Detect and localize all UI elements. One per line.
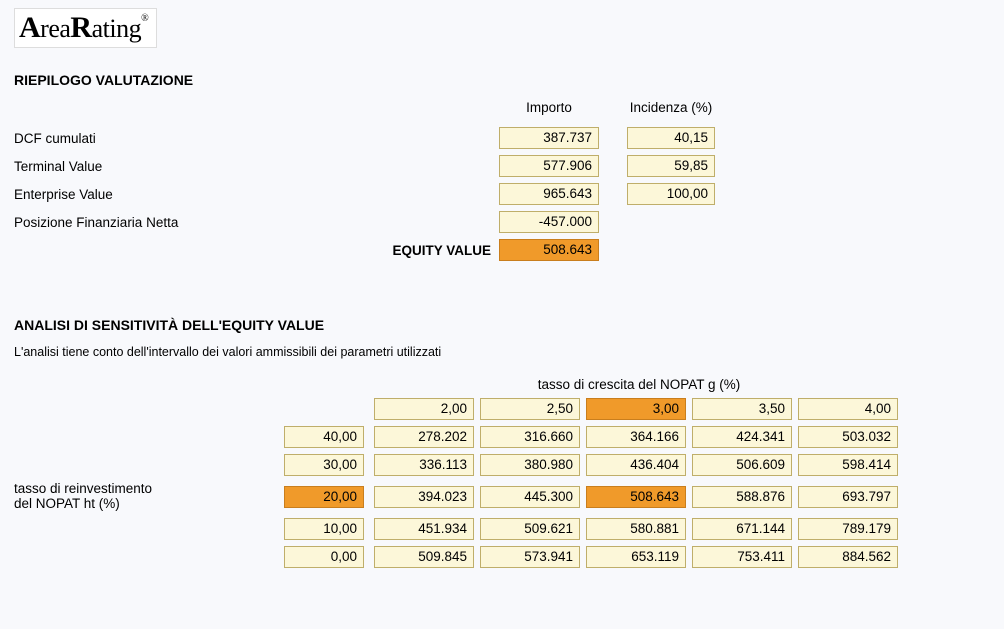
grid-col-hdr: 2,50 bbox=[480, 398, 580, 420]
sensitivity-subtitle: L'analisi tiene conto dell'intervallo de… bbox=[14, 345, 990, 359]
grid-row-hdr: 10,00 bbox=[284, 518, 364, 540]
grid-data-cell: 598.414 bbox=[798, 454, 898, 476]
grid-data-cell: 573.941 bbox=[480, 546, 580, 568]
grid-data-cell: 316.660 bbox=[480, 426, 580, 448]
grid-data-cell: 380.980 bbox=[480, 454, 580, 476]
grid-data-cell: 394.023 bbox=[374, 486, 474, 508]
grid-data-cell: 653.119 bbox=[586, 546, 686, 568]
grid-data-cell: 789.179 bbox=[798, 518, 898, 540]
riepilogo-header-row: Importo Incidenza (%) bbox=[14, 100, 990, 115]
importo-cell: -457.000 bbox=[499, 211, 599, 233]
importo-cell: 965.643 bbox=[499, 183, 599, 205]
row-label: Terminal Value bbox=[14, 159, 284, 174]
equity-row: EQUITY VALUE 508.643 bbox=[14, 239, 990, 261]
equity-value-cell: 508.643 bbox=[499, 239, 599, 261]
grid-data-row: 10,00 451.934 509.621 580.881 671.144 789.179 bbox=[284, 518, 904, 540]
incidenza-cell: 100,00 bbox=[627, 183, 715, 205]
incidenza-cell: 40,15 bbox=[627, 127, 715, 149]
equity-label: EQUITY VALUE bbox=[14, 243, 499, 258]
section-title-riepilogo: RIEPILOGO VALUTAZIONE bbox=[14, 72, 990, 88]
grid-data-row: 40,00 278.202 316.660 364.166 424.341 503.032 bbox=[284, 426, 904, 448]
grid-data-cell: 506.609 bbox=[692, 454, 792, 476]
grid-data-cell: 436.404 bbox=[586, 454, 686, 476]
grid-data-cell: 753.411 bbox=[692, 546, 792, 568]
row-label: DCF cumulati bbox=[14, 131, 284, 146]
hdr-incidenza: Incidenza (%) bbox=[627, 100, 715, 115]
grid-data-row: 30,00 336.113 380.980 436.404 506.609 598.414 bbox=[284, 454, 904, 476]
riepilogo-row: Terminal Value 577.906 59,85 bbox=[14, 155, 990, 177]
grid-data-cell: 588.876 bbox=[692, 486, 792, 508]
grid-data-cell: 364.166 bbox=[586, 426, 686, 448]
sensitivity-grid: tasso di crescita del NOPAT g (%) 2,002,… bbox=[284, 377, 904, 574]
incidenza-cell: 59,85 bbox=[627, 155, 715, 177]
logo: AreaRating® bbox=[14, 8, 157, 48]
grid-data-cell: 580.881 bbox=[586, 518, 686, 540]
riepilogo-row: Enterprise Value 965.643 100,00 bbox=[14, 183, 990, 205]
grid-data-cell: 451.934 bbox=[374, 518, 474, 540]
row-label: Enterprise Value bbox=[14, 187, 284, 202]
grid-data-cell: 509.845 bbox=[374, 546, 474, 568]
grid-col-hdr: 2,00 bbox=[374, 398, 474, 420]
logo-text: AreaRating® bbox=[19, 14, 148, 43]
grid-row-hdr: 20,00 bbox=[284, 486, 364, 508]
grid-data-cell: 509.621 bbox=[480, 518, 580, 540]
grid-data-cell: 508.643 bbox=[586, 486, 686, 508]
grid-data-cell: 278.202 bbox=[374, 426, 474, 448]
grid-col-hdr: 4,00 bbox=[798, 398, 898, 420]
row-axis-label: tasso di reinvestimento del NOPAT ht (%) bbox=[14, 377, 284, 574]
grid-col-hdr: 3,50 bbox=[692, 398, 792, 420]
section-title-sensitivity: ANALISI DI SENSITIVITÀ DELL'EQUITY VALUE bbox=[14, 317, 990, 333]
importo-cell: 577.906 bbox=[499, 155, 599, 177]
grid-row-hdr: 40,00 bbox=[284, 426, 364, 448]
grid-row-hdr: 0,00 bbox=[284, 546, 364, 568]
grid-data-cell: 445.300 bbox=[480, 486, 580, 508]
grid-data-row: 20,00 394.023 445.300 508.643 588.876 693.797 bbox=[284, 486, 904, 508]
grid-data-cell: 336.113 bbox=[374, 454, 474, 476]
grid-data-cell: 693.797 bbox=[798, 486, 898, 508]
grid-data-row: 0,00 509.845 573.941 653.119 753.411 884.562 bbox=[284, 546, 904, 568]
riepilogo-row: Posizione Finanziaria Netta -457.000 bbox=[14, 211, 990, 233]
grid-col-hdr: 3,00 bbox=[586, 398, 686, 420]
grid-row-hdr: 30,00 bbox=[284, 454, 364, 476]
grid-data-cell: 884.562 bbox=[798, 546, 898, 568]
col-axis-label: tasso di crescita del NOPAT g (%) bbox=[374, 377, 904, 392]
grid-data-cell: 671.144 bbox=[692, 518, 792, 540]
grid-data-cell: 424.341 bbox=[692, 426, 792, 448]
row-label: Posizione Finanziaria Netta bbox=[14, 215, 284, 230]
riepilogo-row: DCF cumulati 387.737 40,15 bbox=[14, 127, 990, 149]
importo-cell: 387.737 bbox=[499, 127, 599, 149]
grid-header-row: 2,00 2,50 3,00 3,50 4,00 bbox=[284, 398, 904, 420]
hdr-importo: Importo bbox=[499, 100, 599, 115]
grid-data-cell: 503.032 bbox=[798, 426, 898, 448]
